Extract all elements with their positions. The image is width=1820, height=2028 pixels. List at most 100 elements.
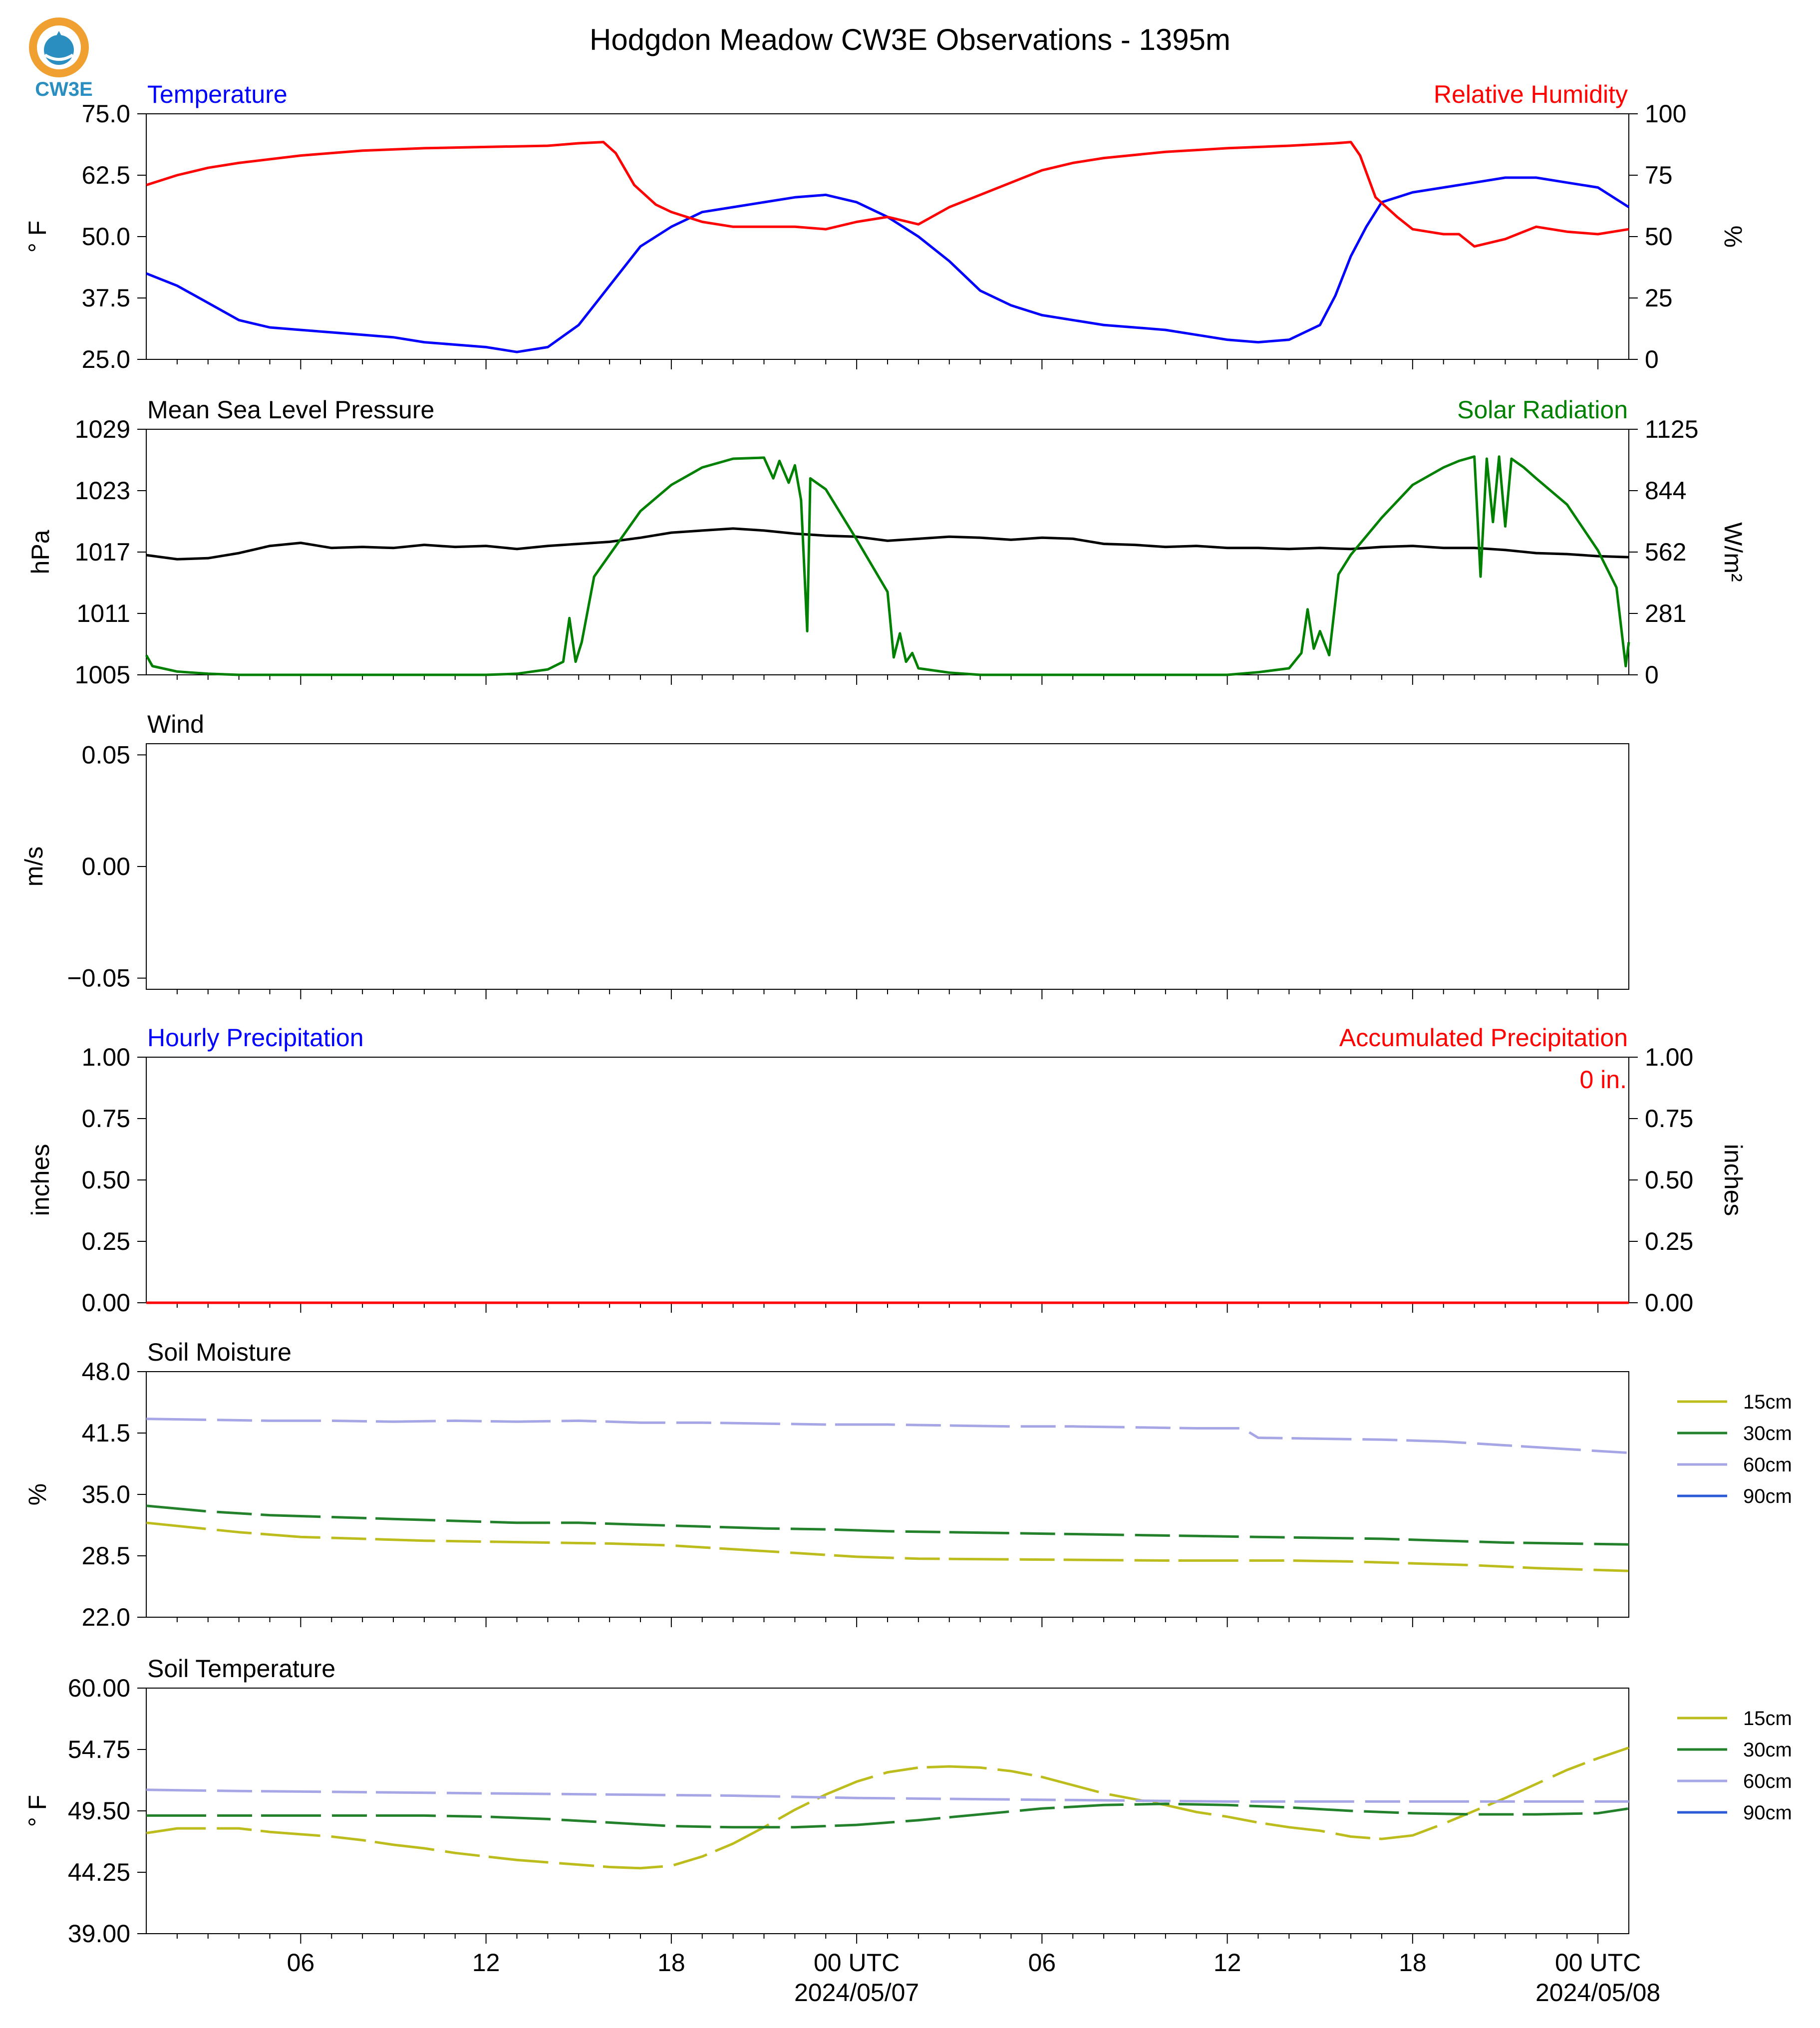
panel-title-left: Temperature xyxy=(147,80,288,108)
y-tick-label: 49.50 xyxy=(68,1797,130,1825)
panel-title-left: Soil Moisture xyxy=(147,1338,292,1366)
legend-label: 30cm xyxy=(1743,1739,1792,1761)
y2-tick-label: 0.25 xyxy=(1645,1227,1693,1255)
y-tick-label: 35.0 xyxy=(82,1480,130,1508)
panel-title-left: Hourly Precipitation xyxy=(147,1024,364,1052)
y-tick-label: 0.00 xyxy=(82,1289,130,1317)
legend: 15cm 30cm 60cm 90cm xyxy=(1677,1708,1792,1824)
panel-soil_moist: 22.0 28.5 35.0 41.5 48.0 Soil Moisture% 15cm 30… xyxy=(23,1338,1792,1631)
x-tick-label: 12 xyxy=(472,1949,500,1977)
panel-title-right: Accumulated Precipitation xyxy=(1339,1024,1628,1052)
panels: 25.0 37.5 50.0 62.5 75.0 0 25 50 75 100 Temperatur… xyxy=(20,80,1792,2007)
y-tick-label: 75.0 xyxy=(82,100,130,128)
panel-title-right: Relative Humidity xyxy=(1434,80,1628,108)
panel-title-right: Solar Radiation xyxy=(1457,396,1628,424)
panel-precip: 0.00 0.25 0.50 0.75 1.00 0.00 0.25 0.50 0.75 1.00… xyxy=(26,1024,1747,1317)
panel-title-left: Mean Sea Level Pressure xyxy=(147,396,434,424)
series-line-60cm xyxy=(146,1418,1629,1454)
series-line-left-0 xyxy=(146,176,1630,353)
series-line-15cm xyxy=(146,1521,1629,1572)
panel-title-left: Soil Temperature xyxy=(147,1655,335,1683)
figure-title: Hodgdon Meadow CW3E Observations - 1395m xyxy=(590,23,1230,56)
y-axis-label: inches xyxy=(26,1144,54,1216)
y2-tick-label: 50 xyxy=(1645,223,1673,251)
legend-label: 90cm xyxy=(1743,1802,1792,1824)
y-tick-label: 0.75 xyxy=(82,1105,130,1133)
series-line-left-0 xyxy=(146,527,1629,561)
y-axis-label: m/s xyxy=(20,847,48,887)
y2-tick-label: 100 xyxy=(1645,100,1686,128)
y-tick-label: 41.5 xyxy=(82,1419,130,1447)
x-tick-label: 18 xyxy=(657,1949,685,1977)
y-tick-label: −0.05 xyxy=(67,964,130,992)
y-tick-label: 25.0 xyxy=(82,345,130,373)
y2-tick-label: 1.00 xyxy=(1645,1043,1693,1071)
y-tick-label: 48.0 xyxy=(82,1358,130,1386)
y-tick-label: 1017 xyxy=(75,538,130,566)
panel-soil_temp: 39.00 44.25 49.50 54.75 60.00 Soil Temperatur… xyxy=(23,1655,1792,1948)
series-line-60cm xyxy=(146,1788,1629,1803)
y-axis-label: ° F xyxy=(23,221,51,253)
y-axis-label: % xyxy=(23,1483,51,1505)
y2-axis-label: W/m² xyxy=(1719,522,1747,581)
y2-tick-label: 0.75 xyxy=(1645,1105,1693,1133)
panel-title-left: Wind xyxy=(147,710,204,738)
x-tick-label: 12 xyxy=(1213,1949,1241,1977)
legend-label: 15cm xyxy=(1743,1708,1792,1730)
y-tick-label: 44.25 xyxy=(68,1858,130,1886)
panel-wind: −0.05 0.00 0.05 Wind m/s xyxy=(20,710,1629,999)
x-date-label: 2024/05/08 xyxy=(1535,1979,1660,2007)
logo-text: CW3E xyxy=(35,78,93,100)
series-line-30cm xyxy=(146,1802,1629,1829)
y-tick-label: 1005 xyxy=(75,661,130,689)
y-tick-label: 28.5 xyxy=(82,1542,130,1570)
x-tick-label: 00 UTC xyxy=(1555,1949,1641,1977)
x-tick-label: 18 xyxy=(1399,1949,1427,1977)
y2-tick-label: 281 xyxy=(1645,599,1686,627)
legend-label: 30cm xyxy=(1743,1423,1792,1445)
y-tick-label: 1023 xyxy=(75,477,130,505)
legend-label: 15cm xyxy=(1743,1391,1792,1413)
y2-tick-label: 25 xyxy=(1645,284,1673,312)
y-tick-label: 1029 xyxy=(75,415,130,443)
y-tick-label: 60.00 xyxy=(68,1674,130,1702)
y-tick-label: 54.75 xyxy=(68,1736,130,1763)
x-tick-label: 06 xyxy=(1028,1949,1056,1977)
series-line-30cm xyxy=(146,1504,1629,1546)
y2-tick-label: 75 xyxy=(1645,161,1673,189)
x-date-label: 2024/05/07 xyxy=(794,1979,919,2007)
y2-tick-label: 0 xyxy=(1645,345,1659,373)
series-line-15cm xyxy=(146,1746,1629,1870)
y-tick-label: 22.0 xyxy=(82,1603,130,1631)
y2-tick-label: 0.00 xyxy=(1645,1289,1693,1317)
accumulated-precip-value: 0 in. xyxy=(1579,1066,1627,1094)
y-axis-label: hPa xyxy=(26,530,54,574)
legend-label: 90cm xyxy=(1743,1485,1792,1507)
legend-label: 60cm xyxy=(1743,1770,1792,1792)
y-tick-label: 50.0 xyxy=(82,223,130,251)
panel-temp_rh: 25.0 37.5 50.0 62.5 75.0 0 25 50 75 100 Temperatur… xyxy=(23,80,1747,373)
y2-tick-label: 0 xyxy=(1645,661,1659,689)
y-tick-label: 62.5 xyxy=(82,161,130,189)
y-tick-label: 0.25 xyxy=(82,1227,130,1255)
y-axis-label: ° F xyxy=(23,1795,51,1827)
logo-ring xyxy=(29,17,89,77)
y2-tick-label: 562 xyxy=(1645,538,1686,566)
y2-tick-label: 844 xyxy=(1645,477,1686,505)
y2-tick-label: 0.50 xyxy=(1645,1166,1693,1194)
y-tick-label: 0.00 xyxy=(82,853,130,880)
x-tick-label: 00 UTC xyxy=(814,1949,900,1977)
panel-pres_solar: 1005 1011 1017 1023 1029 0 281 562 844 1125 Mean S… xyxy=(26,396,1747,689)
y-tick-label: 1.00 xyxy=(82,1043,130,1071)
series-line-right-1 xyxy=(145,455,1630,676)
legend-label: 60cm xyxy=(1743,1454,1792,1476)
y-tick-label: 37.5 xyxy=(82,284,130,312)
y2-axis-label: % xyxy=(1719,226,1747,248)
y2-axis-label: inches xyxy=(1719,1144,1747,1216)
legend: 15cm 30cm 60cm 90cm xyxy=(1677,1391,1792,1507)
y-tick-label: 0.05 xyxy=(82,741,130,769)
y-tick-label: 39.00 xyxy=(68,1920,130,1948)
cw3e-logo: CW3E xyxy=(29,17,93,100)
y-tick-label: 1011 xyxy=(76,599,130,627)
series-line-right-1 xyxy=(146,141,1629,248)
